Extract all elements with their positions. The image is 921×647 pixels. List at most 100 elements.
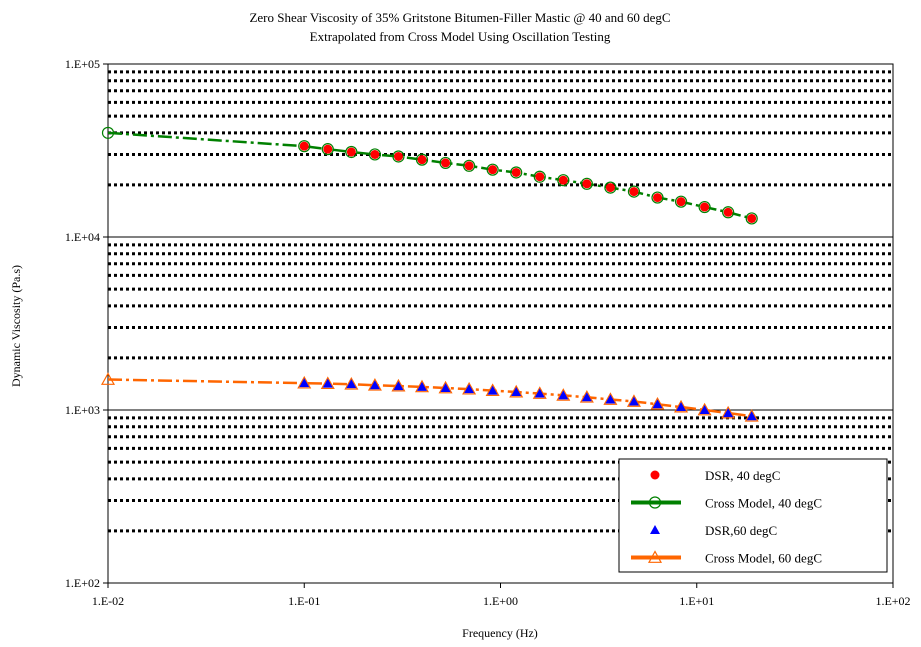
legend-box [618, 458, 888, 573]
data-point [650, 396, 665, 410]
y-tick-label: 1.E+03 [65, 403, 100, 417]
data-point [415, 153, 429, 166]
data-point [417, 155, 427, 165]
y-tick-label: 1.E+02 [65, 576, 100, 590]
data-point [416, 381, 427, 391]
x-tick-label: 1.E-02 [92, 594, 124, 608]
data-point [323, 144, 333, 154]
data-point [100, 372, 116, 385]
data-point [626, 394, 641, 407]
data-point [557, 174, 570, 187]
data-point [392, 150, 405, 163]
data-point [414, 379, 430, 393]
data-point [723, 408, 734, 418]
data-point [297, 375, 312, 389]
data-point [345, 145, 358, 159]
series-0 [299, 141, 757, 223]
data-point [628, 396, 639, 406]
data-point [700, 202, 710, 212]
data-point [676, 402, 687, 412]
data-point [651, 191, 664, 204]
data-point [299, 378, 310, 388]
data-point [556, 388, 571, 401]
data-point [485, 383, 500, 396]
data-point [509, 384, 524, 398]
data-point [462, 159, 476, 172]
data-point [532, 386, 547, 399]
data-point [627, 185, 641, 198]
data-point [346, 379, 357, 389]
data-point [367, 378, 382, 391]
y-tick-label: 1.E+05 [65, 57, 100, 71]
x-tick-label: 1.E-01 [288, 594, 320, 608]
data-point [368, 148, 382, 161]
data-point [558, 175, 568, 185]
data-point [321, 143, 334, 156]
data-point [722, 206, 735, 219]
data-point [370, 149, 380, 159]
data-point [393, 381, 404, 391]
data-point [464, 384, 475, 394]
series-line [107, 131, 753, 220]
data-point [744, 409, 759, 422]
data-point [745, 212, 758, 225]
data-point [533, 170, 546, 183]
x-tick-label: 1.E+02 [875, 594, 910, 608]
legend-label: Cross Model, 40 degC [705, 496, 822, 511]
data-point [462, 381, 477, 395]
data-point [510, 166, 523, 179]
chart-title: Zero Shear Viscosity of 35% Gritstone Bi… [249, 10, 670, 25]
legend-swatch-marker [650, 525, 660, 534]
data-point [699, 405, 710, 414]
grid-layer [108, 70, 893, 533]
data-point [723, 207, 733, 217]
series-1 [101, 126, 758, 225]
data-point [464, 161, 474, 171]
data-point [486, 163, 499, 176]
y-axis-label: Dynamic Viscosity (Pa.s) [9, 265, 23, 387]
chart-subtitle: Extrapolated from Cross Model Using Osci… [310, 29, 611, 44]
data-point [511, 167, 521, 177]
data-point [344, 376, 359, 390]
data-point [579, 390, 594, 403]
legend-swatch-marker [647, 550, 663, 563]
data-point [629, 187, 639, 197]
data-point [511, 387, 522, 397]
data-point [721, 405, 736, 419]
y-tick-label: 1.E+04 [65, 230, 100, 244]
data-point [535, 172, 545, 182]
data-point [391, 378, 406, 392]
data-point [603, 392, 618, 405]
data-point [322, 378, 333, 388]
data-point [441, 158, 451, 168]
series-2 [299, 378, 757, 421]
data-point [676, 197, 686, 207]
data-point [747, 213, 757, 223]
legend-swatch-marker [650, 470, 660, 480]
legend-swatch-marker [648, 496, 662, 509]
data-point [534, 388, 545, 398]
series-3 [100, 372, 759, 422]
series-line [107, 378, 752, 418]
data-point [582, 179, 592, 189]
data-point [369, 380, 380, 390]
data-point [674, 399, 689, 413]
x-axis-label: Frequency (Hz) [462, 626, 538, 640]
data-point [581, 392, 592, 402]
data-point [653, 193, 663, 203]
data-point [101, 126, 115, 139]
x-tick-label: 1.E+01 [679, 594, 714, 608]
data-point [605, 183, 615, 193]
data-point [440, 383, 451, 393]
ticks-layer: 1.E-02 1.E-01 1.E+00 1.E+01 1.E+02 1.E+02 1.E+… [65, 57, 911, 608]
data-point [605, 394, 616, 404]
data-point [674, 195, 688, 208]
data-point [320, 376, 335, 390]
x-tick-label: 1.E+00 [483, 594, 518, 608]
data-point [298, 140, 311, 153]
data-point [299, 141, 309, 151]
data-point [558, 390, 569, 400]
legend-label: DSR, 40 degC [705, 468, 780, 483]
data-point [604, 181, 617, 194]
